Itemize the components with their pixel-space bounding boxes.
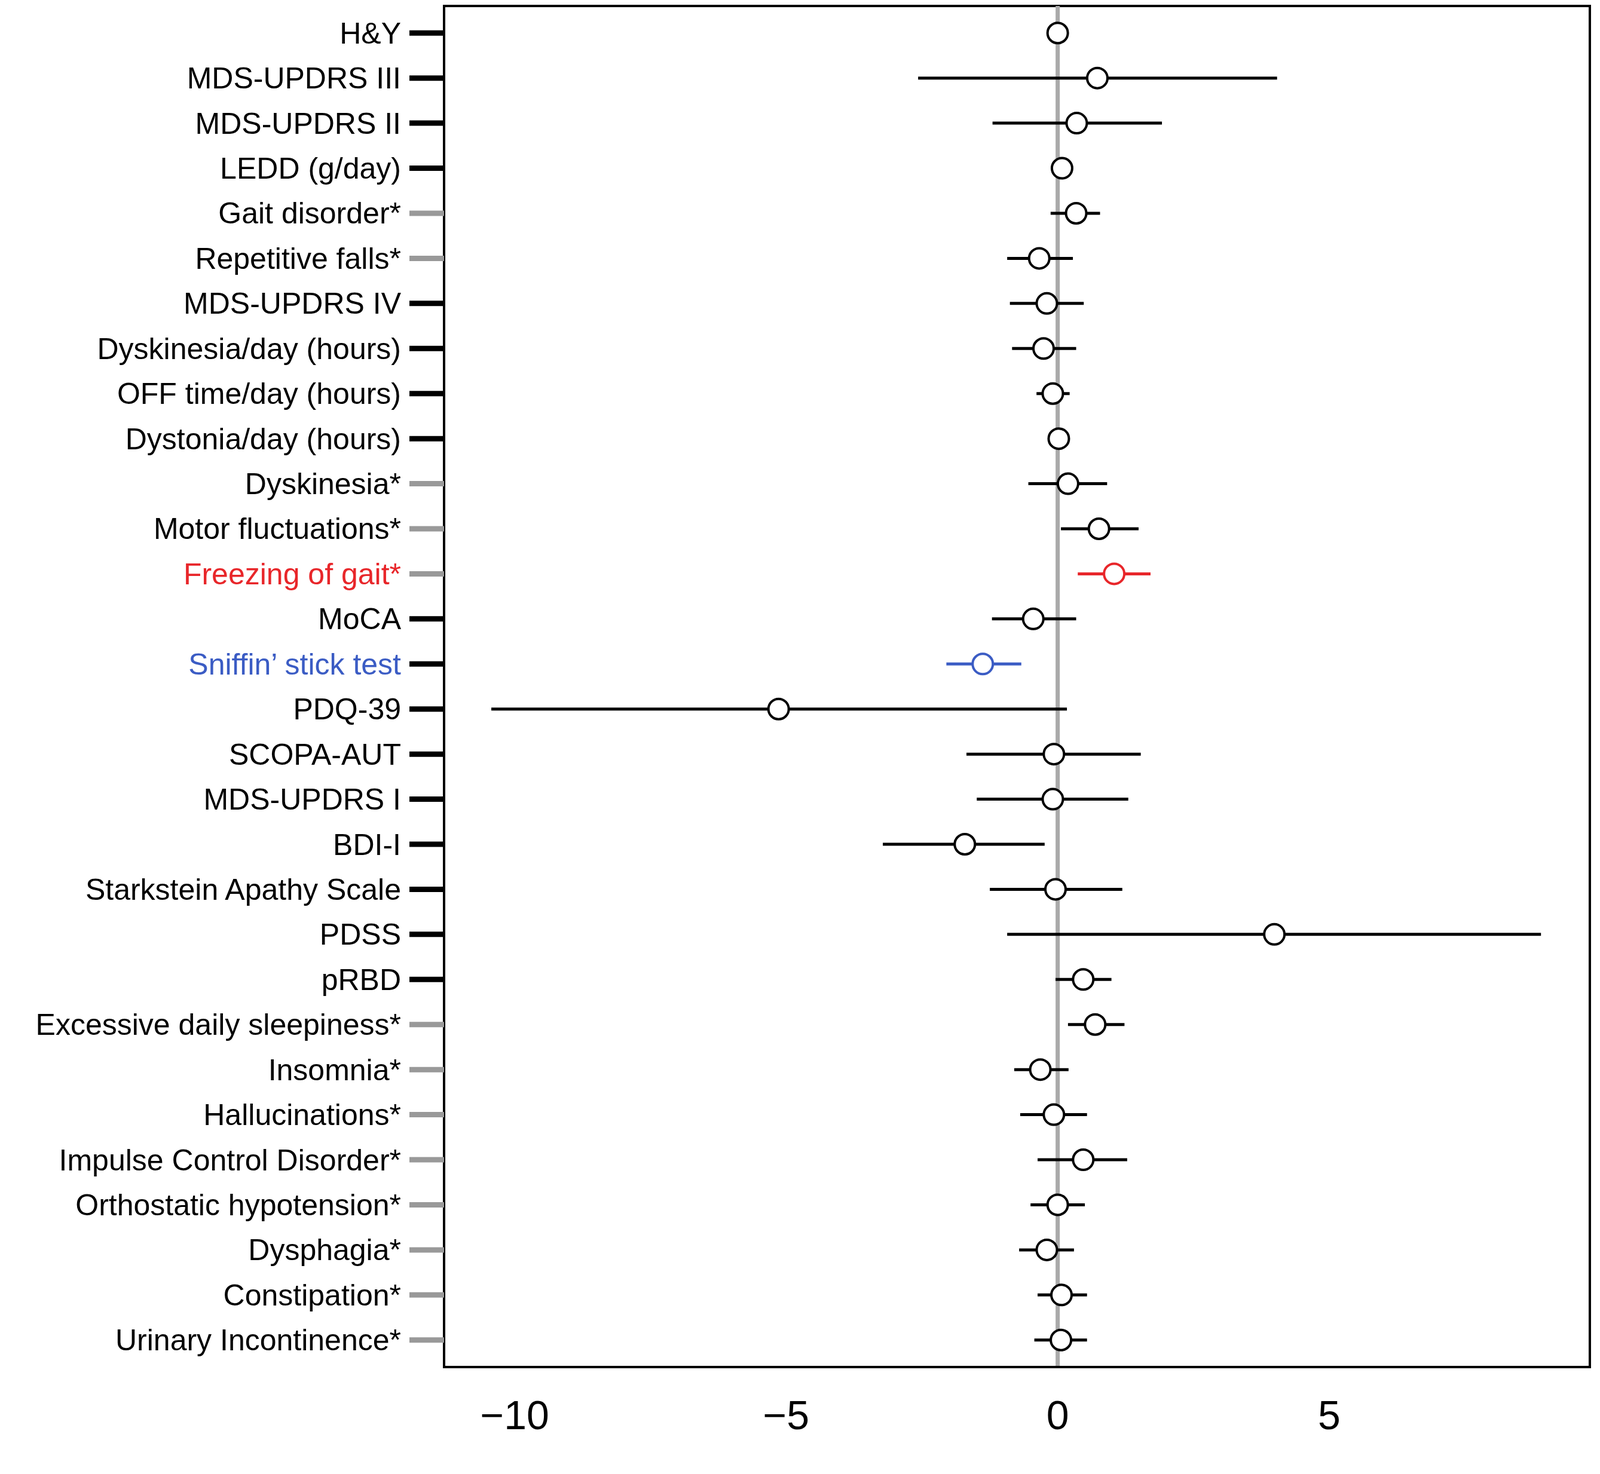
svg-text:MDS-UPDRS II: MDS-UPDRS II — [195, 106, 402, 141]
svg-text:Freezing of gait*: Freezing of gait* — [183, 557, 402, 592]
svg-text:Starkstein Apathy Scale: Starkstein Apathy Scale — [85, 873, 402, 907]
svg-text:MoCA: MoCA — [317, 602, 402, 636]
svg-text:Motor fluctuations*: Motor fluctuations* — [153, 512, 402, 546]
svg-text:MDS-UPDRS III: MDS-UPDRS III — [187, 61, 402, 96]
svg-text:OFF time/day (hours): OFF time/day (hours) — [117, 377, 402, 411]
svg-text:Excessive daily sleepiness*: Excessive daily sleepiness* — [35, 1008, 402, 1042]
svg-text:Dyskinesia*: Dyskinesia* — [245, 467, 402, 501]
svg-text:Constipation*: Constipation* — [223, 1279, 402, 1313]
svg-text:−10: −10 — [479, 1392, 549, 1439]
svg-text:Dystonia/day (hours): Dystonia/day (hours) — [125, 422, 402, 457]
svg-text:H&Y: H&Y — [339, 16, 402, 51]
svg-text:0: 0 — [1046, 1392, 1070, 1439]
svg-text:SCOPA-AUT: SCOPA-AUT — [228, 738, 402, 772]
svg-text:MDS-UPDRS IV: MDS-UPDRS IV — [183, 286, 402, 321]
svg-text:LEDD (g/day): LEDD (g/day) — [219, 151, 402, 186]
svg-text:Urinary Incontinence*: Urinary Incontinence* — [115, 1323, 402, 1358]
svg-text:Dysphagia*: Dysphagia* — [248, 1233, 402, 1268]
svg-text:Hallucinations*: Hallucinations* — [203, 1098, 402, 1133]
svg-text:Gait disorder*: Gait disorder* — [218, 196, 402, 231]
svg-text:MDS-UPDRS I: MDS-UPDRS I — [203, 782, 402, 817]
svg-text:Impulse Control Disorder*: Impulse Control Disorder* — [59, 1143, 402, 1178]
svg-text:PDSS: PDSS — [319, 918, 402, 952]
svg-text:pRBD: pRBD — [321, 963, 402, 997]
svg-text:Sniffin’ stick test: Sniffin’ stick test — [188, 647, 402, 682]
svg-text:PDQ-39: PDQ-39 — [292, 692, 402, 727]
svg-text:BDI-I: BDI-I — [332, 828, 402, 862]
svg-text:Dyskinesia/day (hours): Dyskinesia/day (hours) — [96, 332, 402, 366]
svg-text:Orthostatic hypotension*: Orthostatic hypotension* — [75, 1188, 402, 1223]
svg-text:Repetitive falls*: Repetitive falls* — [194, 242, 402, 276]
svg-text:Insomnia*: Insomnia* — [268, 1053, 402, 1088]
svg-text:−5: −5 — [763, 1392, 810, 1439]
svg-text:5: 5 — [1317, 1392, 1341, 1439]
